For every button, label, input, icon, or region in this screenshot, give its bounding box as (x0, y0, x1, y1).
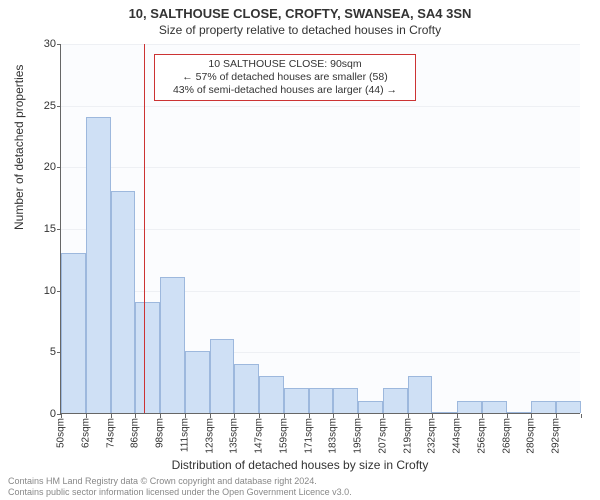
xtick-label: 74sqm (105, 418, 116, 448)
xtick-label: 111sqm (179, 418, 190, 452)
ytick-mark (57, 229, 61, 230)
histogram-bar (432, 412, 457, 413)
gridline (61, 291, 580, 292)
ytick-mark (57, 106, 61, 107)
histogram-bar (358, 401, 383, 413)
xtick-label: 98sqm (155, 418, 166, 448)
xtick-label: 195sqm (353, 418, 364, 454)
footer-line-1: Contains HM Land Registry data © Crown c… (8, 476, 352, 487)
x-axis-label: Distribution of detached houses by size … (0, 458, 600, 472)
xtick-label: 256sqm (476, 418, 487, 454)
histogram-bar (531, 401, 556, 413)
gridline (61, 167, 580, 168)
ytick-label: 10 (26, 285, 56, 297)
chart-subtitle: Size of property relative to detached ho… (0, 21, 600, 41)
gridline (61, 106, 580, 107)
ytick-label: 20 (26, 161, 56, 173)
xtick-label: 171sqm (303, 418, 314, 454)
footer-line-2: Contains public sector information licen… (8, 487, 352, 498)
histogram-bar (86, 117, 111, 413)
reference-line (144, 44, 145, 413)
ytick-label: 15 (26, 223, 56, 235)
xtick-label: 219sqm (402, 418, 413, 454)
ytick-label: 5 (26, 346, 56, 358)
ytick-label: 25 (26, 100, 56, 112)
xtick-label: 123sqm (204, 418, 215, 454)
histogram-bar (482, 401, 507, 413)
histogram-bar (259, 376, 284, 413)
xtick-label: 86sqm (130, 418, 141, 448)
xtick-label: 232sqm (427, 418, 438, 454)
histogram-bar (61, 253, 86, 413)
y-axis-label: Number of detached properties (12, 65, 26, 230)
xtick-label: 147sqm (254, 418, 265, 454)
gridline (61, 229, 580, 230)
annotation-line: 43% of semi-detached houses are larger (… (161, 84, 409, 97)
ytick-label: 0 (26, 408, 56, 420)
gridline (61, 44, 580, 45)
xtick-mark (581, 414, 582, 418)
chart-area: 05101520253050sqm62sqm74sqm86sqm98sqm111… (60, 44, 580, 414)
histogram-bar (234, 364, 259, 413)
footer-attribution: Contains HM Land Registry data © Crown c… (8, 476, 352, 498)
histogram-bar (160, 277, 185, 413)
histogram-bar (507, 412, 532, 413)
xtick-label: 292sqm (551, 418, 562, 454)
annotation-box: 10 SALTHOUSE CLOSE: 90sqm← 57% of detach… (154, 54, 416, 101)
xtick-label: 268sqm (501, 418, 512, 454)
histogram-bar (408, 376, 433, 413)
histogram-bar (556, 401, 581, 413)
ytick-label: 30 (26, 38, 56, 50)
histogram-bar (333, 388, 358, 413)
xtick-label: 280sqm (526, 418, 537, 454)
histogram-bar (135, 302, 160, 413)
xtick-label: 244sqm (452, 418, 463, 454)
ytick-mark (57, 44, 61, 45)
xtick-label: 135sqm (229, 418, 240, 454)
xtick-label: 50sqm (56, 418, 67, 448)
histogram-bar (457, 401, 482, 413)
histogram-bar (309, 388, 334, 413)
histogram-bar (210, 339, 235, 413)
histogram-bar (383, 388, 408, 413)
histogram-bar (185, 351, 210, 413)
histogram-bar (284, 388, 309, 413)
xtick-label: 207sqm (377, 418, 388, 454)
xtick-label: 183sqm (328, 418, 339, 454)
ytick-mark (57, 167, 61, 168)
chart-title: 10, SALTHOUSE CLOSE, CROFTY, SWANSEA, SA… (0, 0, 600, 21)
annotation-line: 10 SALTHOUSE CLOSE: 90sqm (161, 58, 409, 71)
xtick-label: 62sqm (80, 418, 91, 448)
annotation-line: ← 57% of detached houses are smaller (58… (161, 71, 409, 84)
histogram-bar (111, 191, 136, 413)
xtick-label: 159sqm (278, 418, 289, 454)
